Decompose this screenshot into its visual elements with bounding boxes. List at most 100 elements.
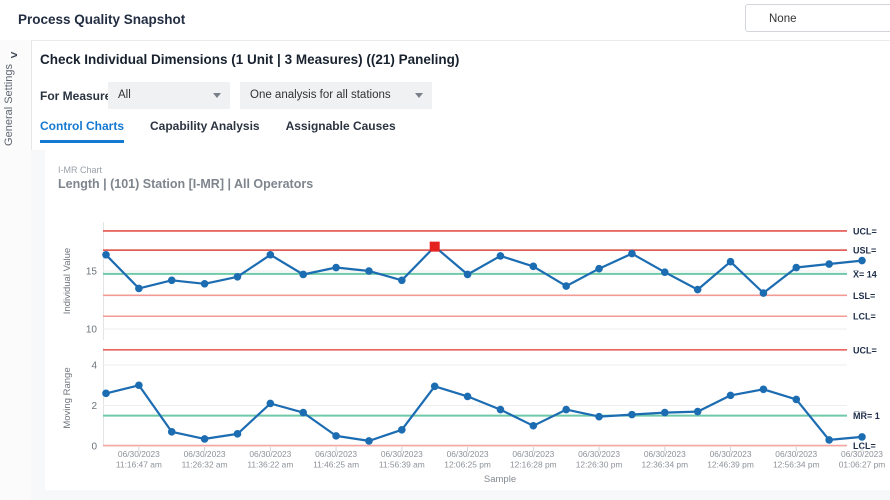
series-line bbox=[104, 384, 864, 442]
y-axis-title: Moving Range bbox=[62, 367, 73, 428]
cl-label: X̅= 14 bbox=[853, 269, 877, 279]
lcl-label: LCL= bbox=[853, 312, 876, 322]
x-tick-date: 06/30/2023 bbox=[512, 449, 554, 459]
data-point[interactable] bbox=[693, 407, 702, 416]
for-measure-label: For Measure: bbox=[40, 89, 116, 103]
data-point[interactable] bbox=[135, 381, 143, 390]
data-point[interactable] bbox=[430, 382, 439, 391]
data-point[interactable] bbox=[825, 260, 833, 268]
top-bar bbox=[0, 0, 890, 41]
x-tick-time: 12:16:28 pm bbox=[510, 460, 557, 470]
data-point[interactable] bbox=[595, 412, 603, 421]
measure-select[interactable]: All bbox=[108, 82, 230, 109]
data-point[interactable] bbox=[200, 279, 209, 288]
data-point[interactable] bbox=[759, 385, 768, 394]
data-point[interactable] bbox=[825, 436, 833, 444]
out-of-control-point[interactable] bbox=[429, 241, 440, 252]
data-point[interactable] bbox=[135, 284, 143, 293]
tab-bar: Control Charts Capability Analysis Assig… bbox=[40, 119, 396, 143]
header-filter-value: None bbox=[769, 13, 797, 25]
chart-type-label: I-MR Chart bbox=[58, 165, 103, 175]
y-tick-label: 2 bbox=[91, 401, 97, 412]
x-tick-date: 06/30/2023 bbox=[841, 449, 883, 459]
x-tick-time: 11:36:22 am bbox=[247, 460, 293, 470]
data-point[interactable] bbox=[167, 428, 176, 436]
data-point[interactable] bbox=[858, 256, 866, 265]
x-tick-time: 12:46:39 pm bbox=[707, 460, 754, 470]
x-tick-time: 12:36:34 pm bbox=[642, 460, 689, 470]
data-point[interactable] bbox=[398, 276, 406, 285]
x-tick-time: 11:56:39 am bbox=[379, 460, 425, 470]
data-point[interactable] bbox=[233, 430, 242, 438]
lcl-label: LCL= bbox=[853, 441, 876, 451]
x-tick-date: 06/30/2023 bbox=[644, 449, 686, 459]
data-point[interactable] bbox=[496, 252, 505, 260]
measure-select-value: All bbox=[118, 89, 131, 101]
data-point[interactable] bbox=[266, 399, 275, 408]
data-point[interactable] bbox=[299, 270, 308, 279]
chart-title: Length | (101) Station [I-MR] | All Oper… bbox=[58, 177, 314, 191]
data-point[interactable] bbox=[365, 267, 373, 275]
data-point[interactable] bbox=[562, 282, 570, 290]
tab-assignable-causes[interactable]: Assignable Causes bbox=[285, 119, 396, 133]
data-point[interactable] bbox=[529, 262, 538, 271]
data-point[interactable] bbox=[792, 263, 801, 272]
x-tick-time: 12:56:34 pm bbox=[773, 460, 820, 470]
x-tick-date: 06/30/2023 bbox=[578, 449, 620, 459]
data-point[interactable] bbox=[496, 405, 505, 414]
data-point[interactable] bbox=[398, 426, 406, 434]
x-tick-time: 12:26:30 pm bbox=[576, 460, 623, 470]
usl-label: USL= bbox=[853, 246, 876, 256]
data-point[interactable] bbox=[595, 264, 603, 273]
data-point[interactable] bbox=[693, 285, 702, 294]
tab-capability-analysis[interactable]: Capability Analysis bbox=[150, 119, 260, 133]
page-title: Check Individual Dimensions (1 Unit | 3 … bbox=[40, 52, 460, 67]
data-point[interactable] bbox=[233, 273, 242, 281]
data-point[interactable] bbox=[200, 435, 209, 443]
data-point[interactable] bbox=[858, 433, 866, 441]
data-point[interactable] bbox=[726, 391, 735, 400]
data-point[interactable] bbox=[660, 408, 669, 417]
data-point[interactable] bbox=[102, 250, 110, 259]
data-point[interactable] bbox=[266, 250, 275, 259]
analysis-select[interactable]: One analysis for all stations bbox=[240, 82, 432, 109]
x-tick-date: 06/30/2023 bbox=[315, 449, 357, 459]
data-point[interactable] bbox=[628, 410, 636, 419]
data-point[interactable] bbox=[332, 432, 340, 440]
data-point[interactable] bbox=[792, 395, 801, 404]
data-point[interactable] bbox=[463, 392, 472, 401]
data-point[interactable] bbox=[365, 437, 373, 445]
tab-control-charts[interactable]: Control Charts bbox=[40, 119, 124, 143]
series-line bbox=[104, 245, 864, 295]
x-tick-date: 06/30/2023 bbox=[184, 449, 226, 459]
y-axis-title: Individual Value bbox=[62, 248, 73, 314]
app-title: Process Quality Snapshot bbox=[18, 12, 186, 27]
data-point[interactable] bbox=[463, 270, 472, 279]
data-point[interactable] bbox=[759, 289, 768, 297]
x-tick-date: 06/30/2023 bbox=[447, 449, 489, 459]
data-point[interactable] bbox=[660, 268, 669, 276]
data-point[interactable] bbox=[332, 263, 340, 272]
header-filter-select[interactable]: None bbox=[745, 4, 890, 32]
data-point[interactable] bbox=[726, 257, 735, 266]
data-point[interactable] bbox=[529, 421, 538, 430]
cl-label: M̅R̅= 1 bbox=[853, 411, 880, 421]
data-point[interactable] bbox=[167, 276, 176, 285]
y-tick-label: 0 bbox=[91, 442, 97, 453]
lsl-label: LSL= bbox=[853, 291, 875, 301]
x-tick-time: 12:06:25 pm bbox=[444, 460, 491, 470]
chart-card bbox=[45, 150, 890, 490]
x-tick-time: 11:46:25 am bbox=[313, 460, 359, 470]
y-tick-label: 10 bbox=[86, 325, 98, 336]
ucl-label: UCL= bbox=[853, 345, 877, 355]
chevron-down-icon bbox=[213, 93, 221, 98]
data-point[interactable] bbox=[562, 405, 570, 414]
x-tick-date: 06/30/2023 bbox=[775, 449, 817, 459]
x-tick-time: 11:16:47 am bbox=[116, 460, 162, 470]
data-point[interactable] bbox=[102, 389, 110, 398]
analysis-select-value: One analysis for all stations bbox=[250, 89, 391, 101]
sidebar-expand-chevron-icon[interactable]: > bbox=[5, 46, 23, 64]
data-point[interactable] bbox=[299, 408, 308, 417]
data-point[interactable] bbox=[628, 249, 636, 258]
